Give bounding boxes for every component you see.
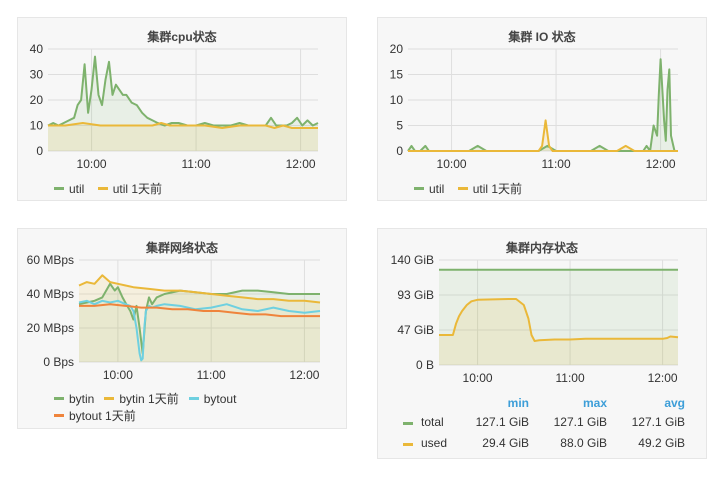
legend-label: bytout bbox=[203, 392, 237, 406]
legend-swatch bbox=[414, 187, 424, 191]
x-tick-label: 12:00 bbox=[286, 157, 316, 171]
y-tick-label: 0 Bps bbox=[43, 355, 74, 369]
legend-swatch bbox=[104, 397, 115, 401]
legend-item-util[interactable]: util bbox=[414, 182, 444, 196]
x-tick-label: 11:00 bbox=[197, 368, 226, 382]
mem-total-avg: 127.1 GiB bbox=[631, 415, 685, 429]
series-line-util-1天前 bbox=[408, 119, 678, 152]
io-chart: 0 5 10 15 20 10:00 11:00 12:00 bbox=[390, 42, 678, 171]
x-tick-label: 11:00 bbox=[541, 157, 570, 171]
x-tick-label: 10:00 bbox=[463, 371, 493, 385]
legend-item-bytout[interactable]: bytout bbox=[188, 391, 237, 408]
series-line-bytout bbox=[78, 299, 321, 362]
legend-label: bytout 1天前 bbox=[69, 409, 136, 423]
y-tick-label: 0 B bbox=[416, 358, 434, 372]
y-tick-label: 20 bbox=[390, 42, 404, 56]
y-tick-label: 0 bbox=[36, 144, 43, 158]
legend-item-util[interactable]: util bbox=[54, 182, 84, 196]
y-tick-label: 15 bbox=[390, 68, 404, 82]
legend-label: util 1天前 bbox=[472, 182, 523, 196]
legend-swatch bbox=[188, 397, 199, 401]
mem-used-avg: 49.2 GiB bbox=[638, 436, 685, 450]
legend-label: bytin 1天前 bbox=[119, 392, 179, 406]
x-tick-label: 11:00 bbox=[555, 371, 584, 385]
io-panel-title: 集群 IO 状态 bbox=[508, 30, 576, 44]
x-tick-label: 10:00 bbox=[437, 157, 467, 171]
mem-used-min: 29.4 GiB bbox=[482, 436, 529, 450]
mem-row-name: used bbox=[421, 436, 448, 450]
y-tick-label: 20 bbox=[30, 93, 44, 107]
legend-swatch bbox=[54, 397, 64, 401]
y-tick-label: 47 GiB bbox=[397, 323, 434, 337]
series-line-bytin bbox=[78, 282, 320, 355]
cpu-legend: util util 1天前 bbox=[54, 180, 172, 197]
y-tick-label: 10 bbox=[390, 93, 404, 107]
x-tick-label: 10:00 bbox=[77, 157, 107, 171]
y-tick-label: 20 MBps bbox=[27, 321, 74, 335]
x-tick-label: 12:00 bbox=[646, 157, 676, 171]
series-line-util bbox=[47, 55, 319, 127]
net-panel-title: 集群网络状态 bbox=[145, 241, 218, 255]
legend-label: util 1天前 bbox=[112, 182, 163, 196]
series-line-bytin-1天前 bbox=[78, 274, 321, 304]
series-area-bytin-1天前 bbox=[79, 275, 320, 362]
mem-col-min-header: min bbox=[507, 396, 529, 410]
net-panel: 集群网络状态 0 Bps 20 MBps 40 MBps 60 MBps 10:00 11… bbox=[17, 228, 347, 429]
y-tick-label: 93 GiB bbox=[397, 288, 434, 302]
y-tick-label: 60 MBps bbox=[27, 253, 74, 267]
mem-panel-title: 集群内存状态 bbox=[505, 241, 578, 255]
series-area-util bbox=[48, 56, 318, 151]
io-panel: 集群 IO 状态 0 5 10 15 20 10:00 11:00 12:00 util ut… bbox=[377, 17, 707, 201]
y-tick-label: 40 MBps bbox=[27, 287, 74, 301]
series-area-used bbox=[439, 299, 678, 365]
mem-chart: 0 B 47 GiB 93 GiB 140 GiB 10:00 11:00 12:00 bbox=[391, 253, 679, 385]
x-tick-label: 10:00 bbox=[103, 368, 133, 382]
net-legend: bytin bytin 1天前 bytout bytout 1天前 bbox=[54, 391, 344, 425]
mem-col-avg-header: avg bbox=[664, 396, 685, 410]
mem-total-min: 127.1 GiB bbox=[475, 415, 529, 429]
legend-swatch bbox=[403, 443, 413, 446]
series-line-used bbox=[439, 298, 679, 342]
legend-swatch bbox=[403, 422, 413, 425]
mem-used-max: 88.0 GiB bbox=[560, 436, 607, 450]
y-tick-label: 30 bbox=[30, 68, 44, 82]
cpu-chart: 0 10 20 30 40 10:00 11:00 12:00 bbox=[30, 42, 319, 171]
mem-total-max: 127.1 GiB bbox=[553, 415, 607, 429]
x-tick-label: 12:00 bbox=[289, 368, 319, 382]
legend-item-bytin[interactable]: bytin bbox=[54, 391, 94, 408]
legend-swatch bbox=[457, 187, 468, 191]
legend-swatch bbox=[54, 187, 64, 191]
cpu-panel-title: 集群cpu状态 bbox=[147, 30, 217, 44]
legend-label: util bbox=[69, 182, 85, 196]
x-tick-label: 11:00 bbox=[181, 157, 210, 171]
io-legend: util util 1天前 bbox=[414, 180, 532, 197]
cpu-panel: 集群cpu状态 0 10 20 30 40 10:00 11:00 12:00 util ut… bbox=[17, 17, 347, 201]
legend-label: bytin bbox=[69, 392, 95, 406]
y-tick-label: 0 bbox=[396, 144, 403, 158]
legend-item-util-1day[interactable]: util 1天前 bbox=[457, 180, 523, 197]
y-tick-label: 140 GiB bbox=[391, 253, 434, 267]
y-tick-label: 40 bbox=[30, 42, 44, 56]
mem-panel: 集群内存状态 0 B 47 GiB 93 GiB 140 GiB 10:00 11:00 1… bbox=[377, 228, 707, 459]
mem-col-max-header: max bbox=[582, 396, 607, 410]
legend-item-bytin-1day[interactable]: bytin 1天前 bbox=[104, 391, 179, 408]
series-line-bytout-1天前 bbox=[79, 303, 320, 318]
mem-row-name: total bbox=[421, 415, 444, 429]
y-tick-label: 5 bbox=[396, 119, 403, 133]
net-chart: 0 Bps 20 MBps 40 MBps 60 MBps 10:00 11:00 12:0… bbox=[27, 253, 321, 382]
legend-label: util bbox=[429, 182, 445, 196]
legend-swatch bbox=[97, 187, 108, 191]
series-line-util-1天前 bbox=[48, 122, 318, 129]
x-tick-label: 12:00 bbox=[648, 371, 678, 385]
y-tick-label: 10 bbox=[30, 119, 44, 133]
legend-swatch bbox=[54, 414, 64, 418]
series-area-total bbox=[439, 269, 678, 365]
series-area-util-1天前 bbox=[48, 123, 318, 151]
legend-item-bytout-1day[interactable]: bytout 1天前 bbox=[54, 408, 136, 425]
mem-legend-table: min max avg total 127.1 GiB 127.1 GiB 12… bbox=[378, 229, 708, 460]
legend-item-util-1day[interactable]: util 1天前 bbox=[97, 180, 163, 197]
